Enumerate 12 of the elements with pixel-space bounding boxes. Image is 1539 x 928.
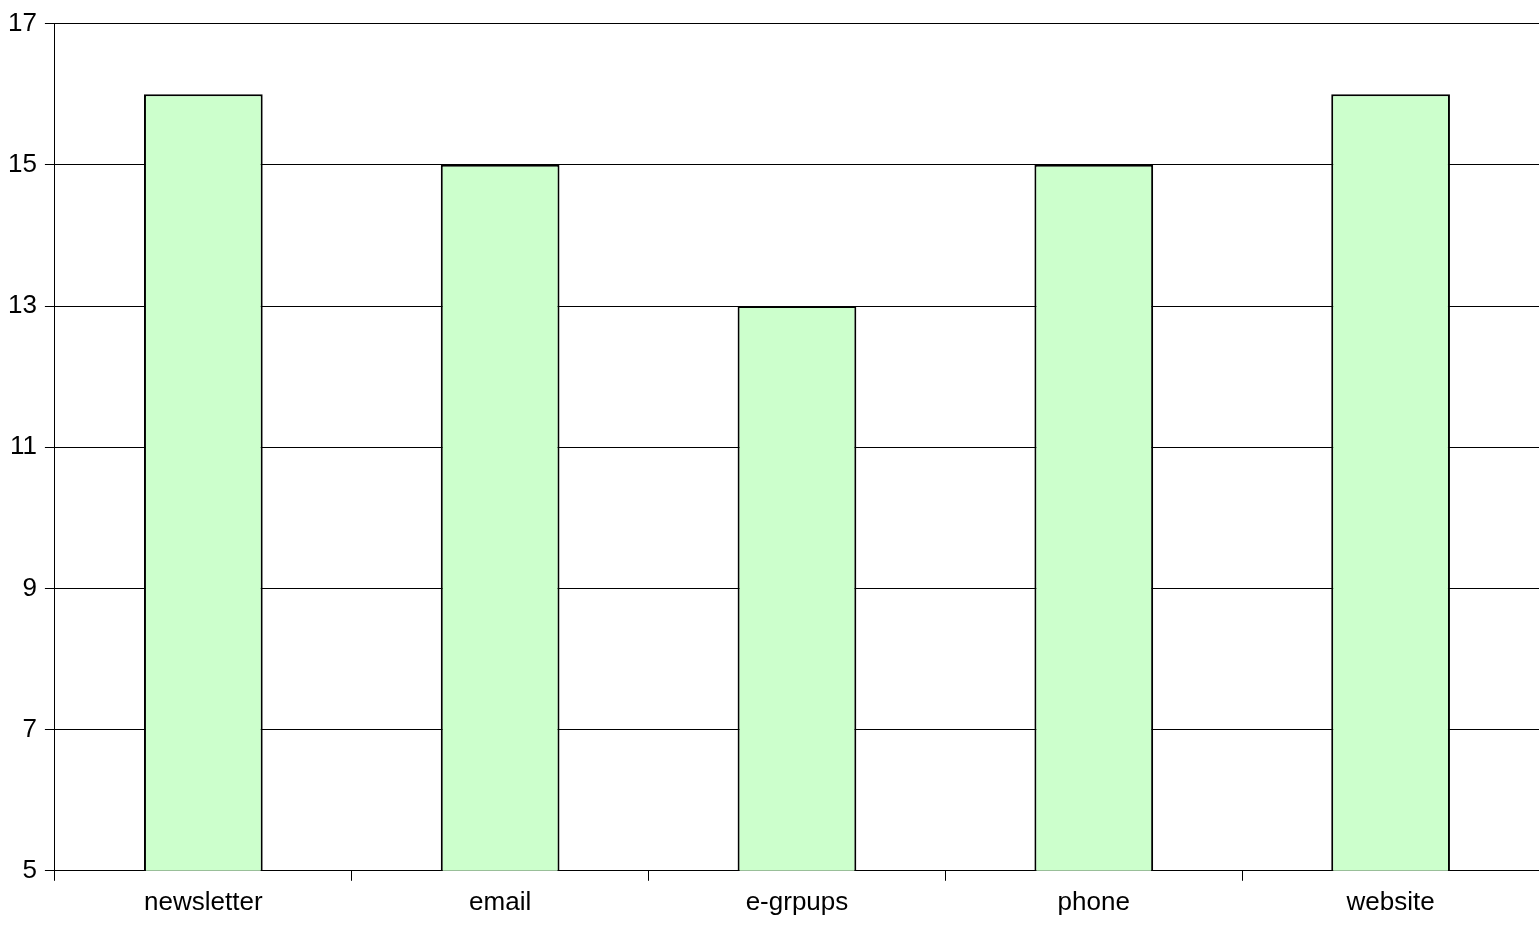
y-tick-label: 7 [22, 712, 37, 743]
x-tick-label: newsletter [144, 885, 263, 916]
x-tick-label: phone [1057, 885, 1130, 916]
y-tick-label: 15 [8, 147, 37, 178]
y-tick-label: 11 [9, 430, 37, 461]
x-tick-label: website [1345, 885, 1435, 916]
y-tick-label: 13 [8, 289, 37, 320]
y-tick-label: 5 [22, 853, 37, 884]
x-tick-label: e-grpups [745, 885, 849, 916]
y-tick-label: 17 [8, 6, 37, 37]
x-tick-label: email [469, 885, 532, 916]
y-tick-label: 9 [22, 571, 37, 602]
